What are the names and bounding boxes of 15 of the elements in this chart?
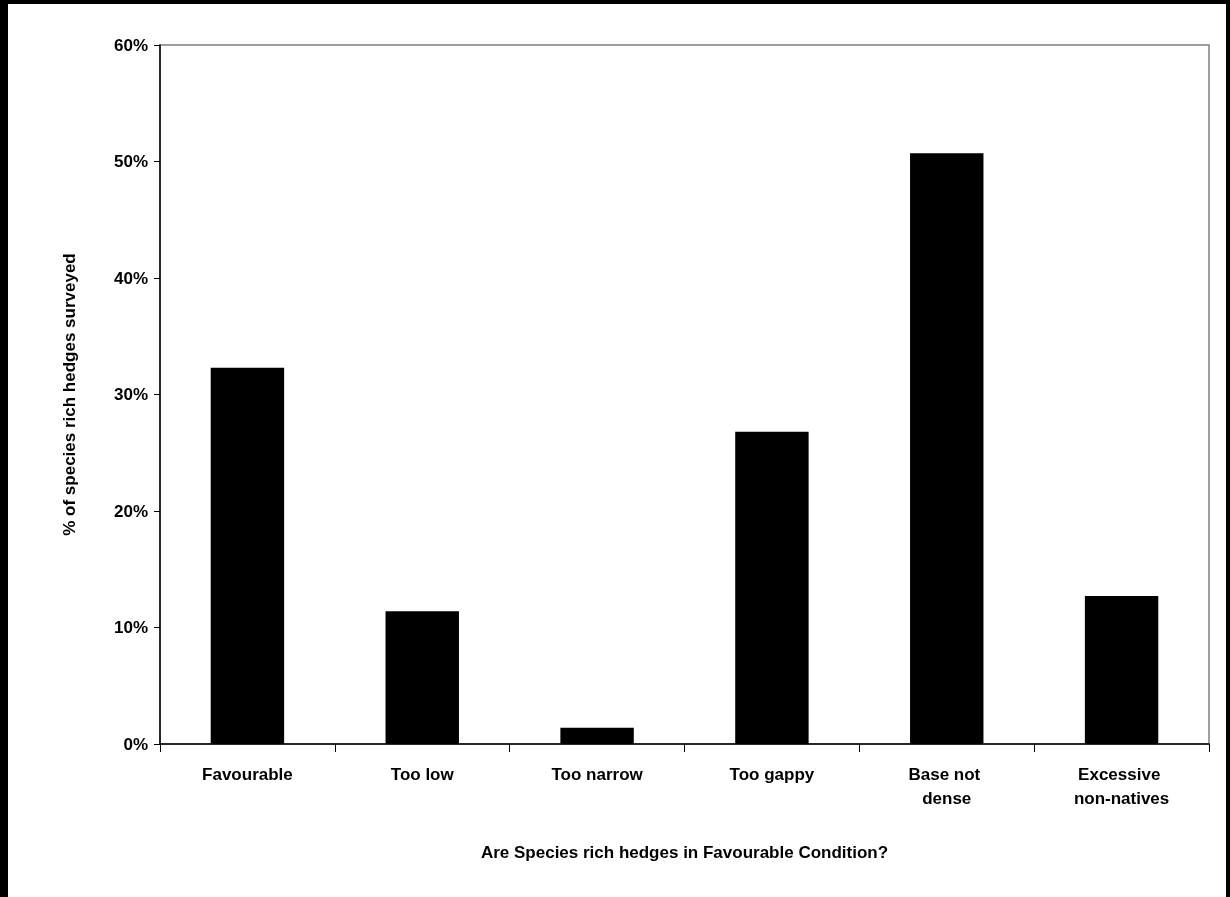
y-tick-label: 40% <box>113 268 148 288</box>
x-tick-label: Too gappy <box>729 764 815 784</box>
y-tick-label: 10% <box>113 618 148 637</box>
y-tick-label: 60% <box>113 35 148 55</box>
x-tick-label: Too narrow <box>551 764 644 784</box>
y-tick-label: 50% <box>113 152 148 171</box>
y-tick-label: 30% <box>113 385 148 404</box>
y-axis-title: % of species rich hedges surveyed <box>60 253 79 536</box>
x-axis-title: Are Species rich hedges in Favourable Condition? <box>480 843 889 862</box>
x-tick-label: Excessive non-natives <box>1073 764 1170 808</box>
x-tick-label: Base not dense <box>908 764 986 808</box>
y-tick-label: 20% <box>113 501 148 521</box>
y-tick-label: 0% <box>123 734 148 754</box>
x-tick-label: Favourable <box>202 764 293 784</box>
x-tick-label: Too low <box>390 764 455 784</box>
